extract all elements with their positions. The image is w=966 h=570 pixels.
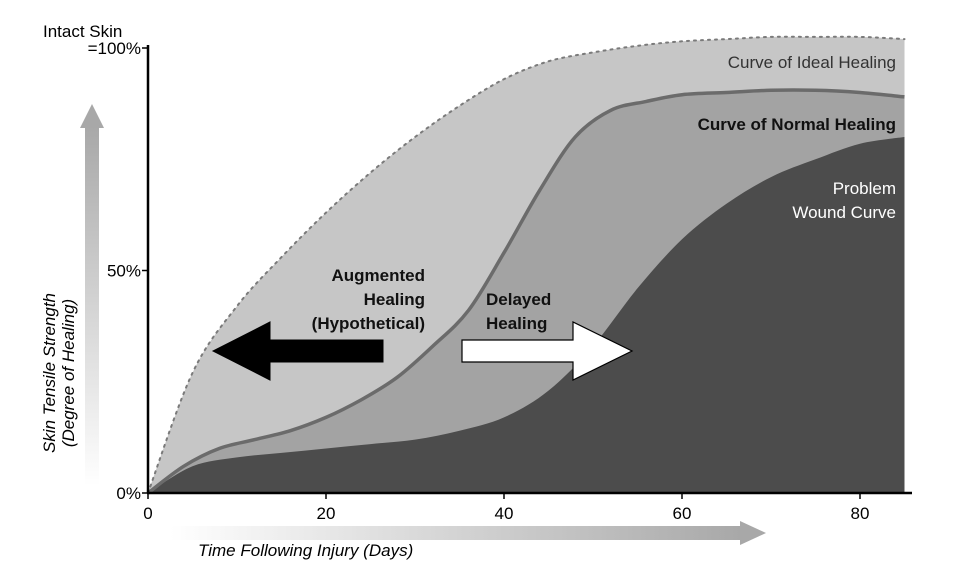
x-axis-title: Time Following Injury (Days) (198, 541, 413, 560)
x-tick-label: 60 (673, 504, 692, 523)
augmented-label-line1: Augmented (332, 266, 426, 285)
problem-curve-label-line1: Problem (833, 179, 896, 198)
x-tick-label: 40 (495, 504, 514, 523)
y-axis-title-line1: Skin Tensile Strength (40, 293, 59, 453)
y-axis-title-line2: (Degree of Healing) (59, 299, 78, 447)
delayed-healing-arrow-icon (461, 321, 634, 381)
augmented-healing-arrow-icon (211, 321, 384, 381)
x-axis-gradient-arrow (170, 521, 766, 545)
y-tick-label: =100% (88, 39, 141, 58)
ideal-curve-label: Curve of Ideal Healing (728, 53, 896, 72)
y-tick-label: 50% (107, 262, 141, 281)
delayed-label-line1: Delayed (486, 290, 551, 309)
augmented-label-line2: Healing (364, 290, 425, 309)
normal-curve-label: Curve of Normal Healing (698, 115, 896, 134)
x-tick-label: 80 (851, 504, 870, 523)
axis-ticks: 0 20 40 60 80 0% 50% =100% (88, 39, 870, 523)
x-tick-label: 20 (317, 504, 336, 523)
intact-skin-label: Intact Skin (43, 22, 122, 41)
x-tick-label: 0 (143, 504, 152, 523)
problem-curve-label-line2: Wound Curve (792, 203, 896, 222)
normal-healing-line (146, 88, 905, 495)
y-tick-label: 0% (116, 484, 141, 503)
ideal-healing-line (147, 35, 906, 494)
delayed-label-line2: Healing (486, 314, 547, 333)
y-axis-gradient-arrow (80, 104, 104, 486)
augmented-label-line3: (Hypothetical) (312, 314, 425, 333)
problem-wound-area (148, 137, 905, 493)
